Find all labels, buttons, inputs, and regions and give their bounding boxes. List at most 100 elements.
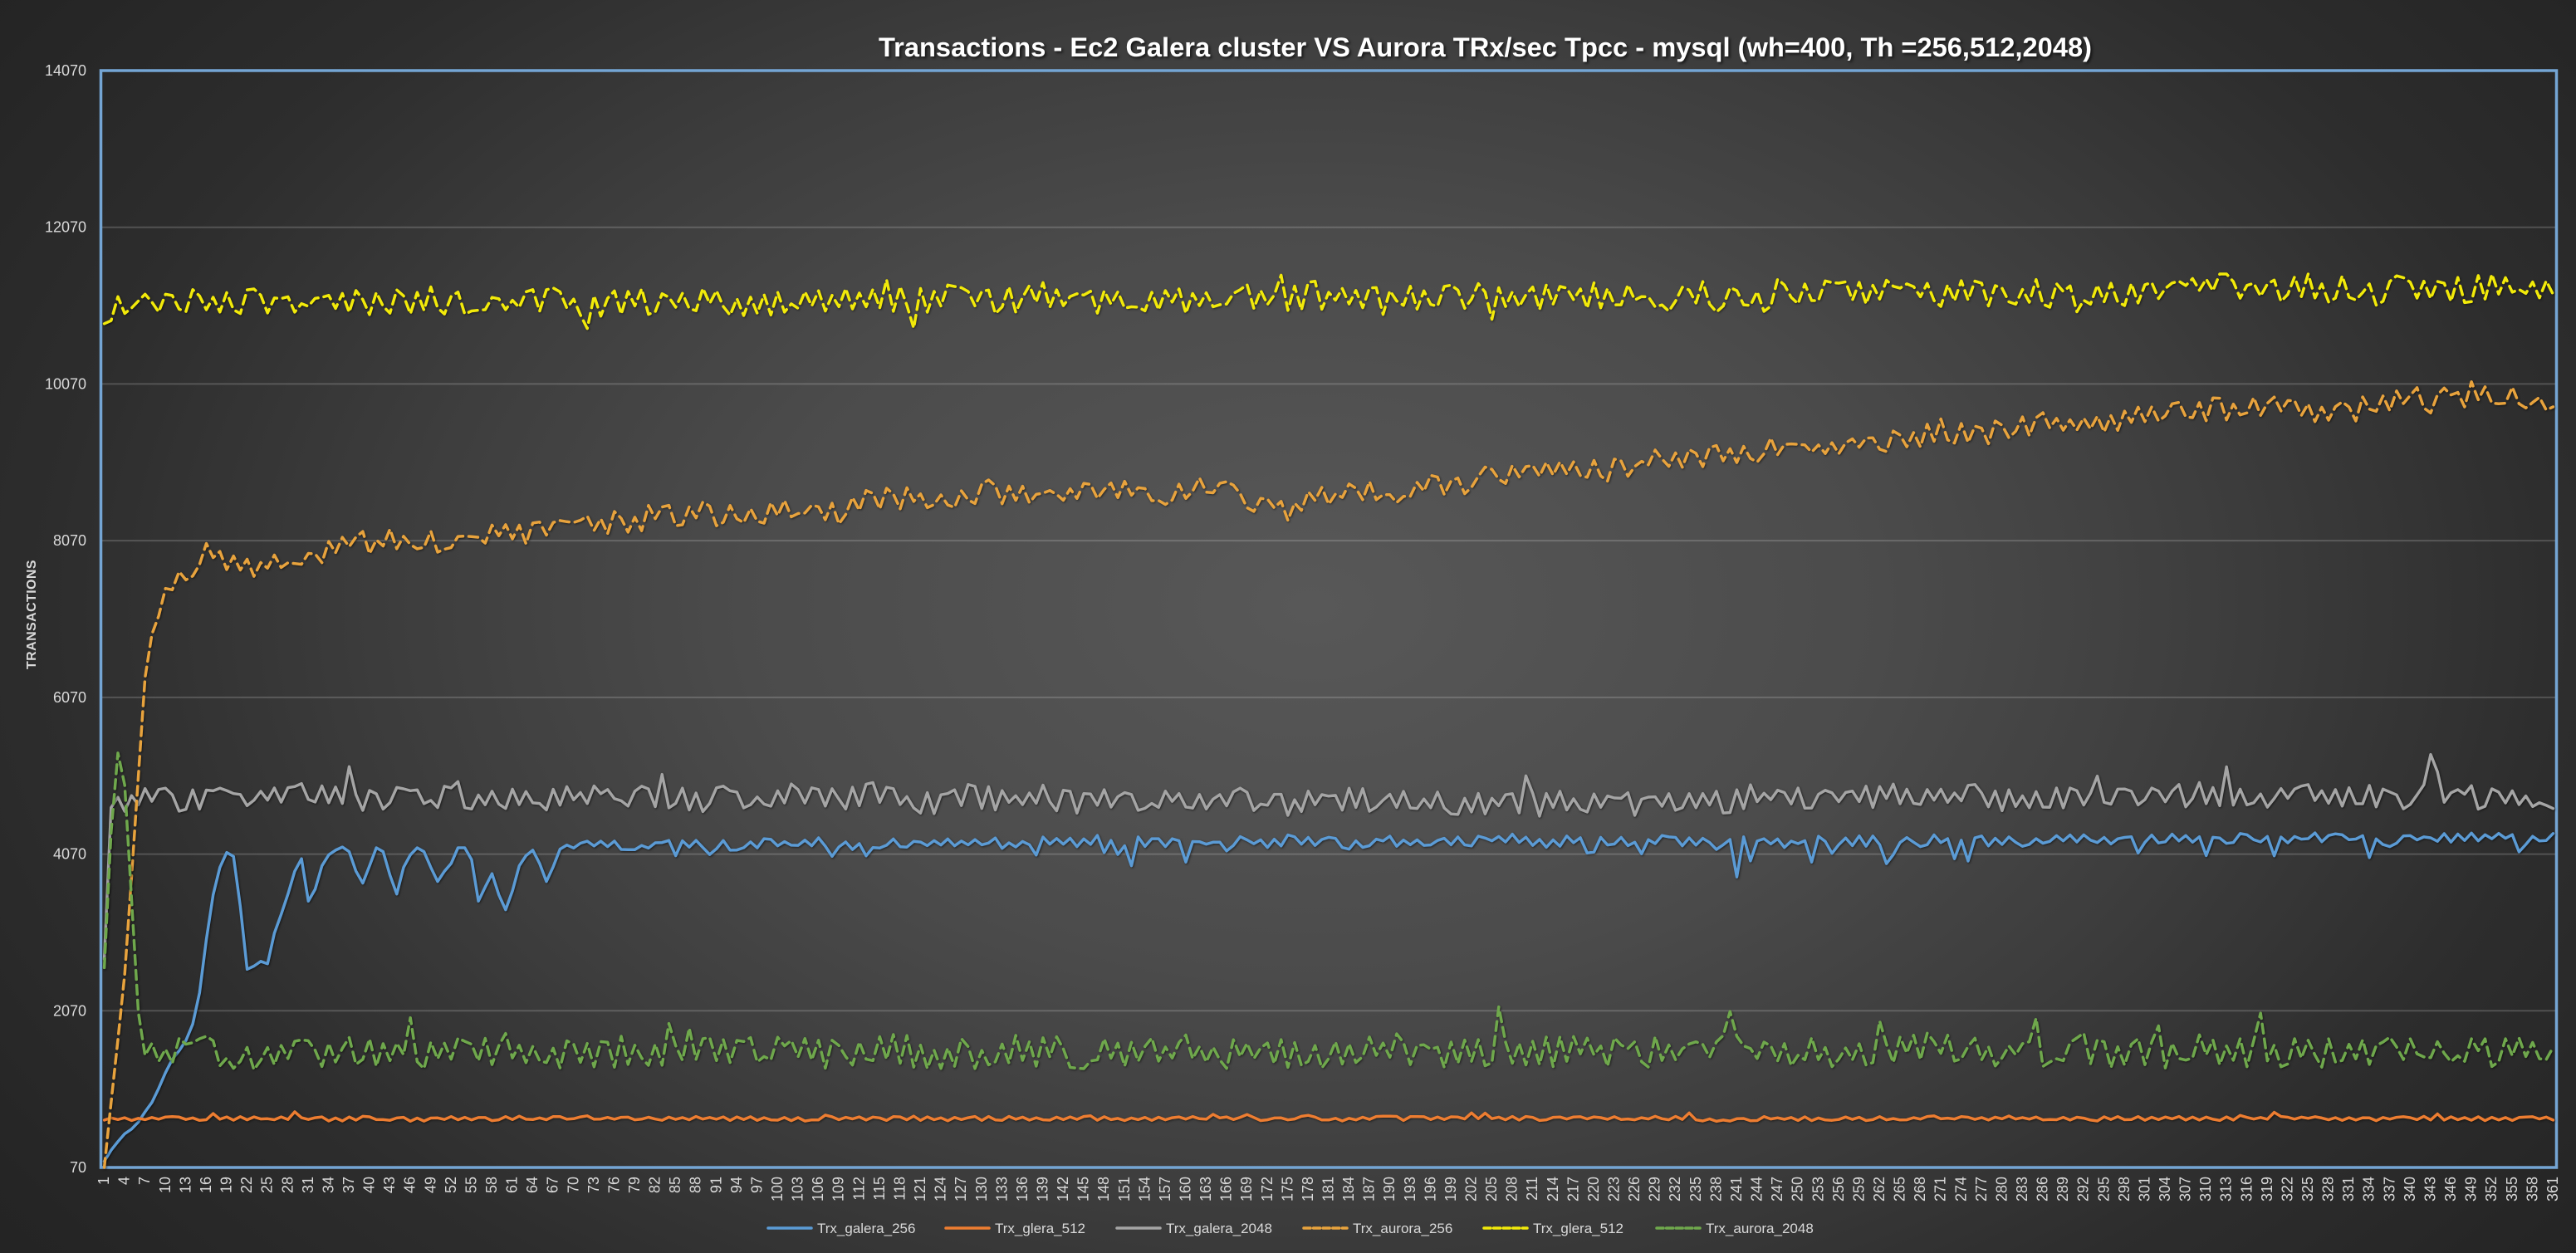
- svg-text:100: 100: [769, 1177, 786, 1202]
- svg-text:97: 97: [748, 1177, 765, 1193]
- svg-text:67: 67: [545, 1177, 561, 1193]
- svg-text:52: 52: [443, 1177, 459, 1193]
- svg-text:187: 187: [1361, 1177, 1378, 1202]
- svg-text:178: 178: [1300, 1177, 1316, 1202]
- svg-text:277: 277: [1973, 1177, 1990, 1202]
- svg-text:25: 25: [259, 1177, 276, 1193]
- svg-text:91: 91: [708, 1177, 724, 1193]
- svg-text:14070: 14070: [45, 62, 86, 79]
- svg-text:358: 358: [2524, 1177, 2540, 1202]
- svg-text:304: 304: [2157, 1177, 2173, 1202]
- svg-text:223: 223: [1606, 1177, 1623, 1202]
- svg-text:322: 322: [2280, 1177, 2296, 1202]
- svg-text:196: 196: [1422, 1177, 1438, 1202]
- svg-text:343: 343: [2422, 1177, 2439, 1202]
- svg-text:199: 199: [1442, 1177, 1459, 1202]
- svg-text:6070: 6070: [53, 689, 86, 706]
- svg-text:166: 166: [1218, 1177, 1235, 1202]
- svg-text:31: 31: [300, 1177, 316, 1193]
- svg-text:130: 130: [973, 1177, 990, 1202]
- svg-text:175: 175: [1279, 1177, 1295, 1202]
- svg-text:142: 142: [1055, 1177, 1071, 1202]
- svg-text:127: 127: [953, 1177, 969, 1202]
- svg-text:109: 109: [830, 1177, 847, 1202]
- svg-text:280: 280: [1993, 1177, 2010, 1202]
- svg-text:157: 157: [1157, 1177, 1173, 1202]
- svg-text:247: 247: [1769, 1177, 1785, 1202]
- svg-text:316: 316: [2238, 1177, 2255, 1202]
- svg-text:217: 217: [1565, 1177, 1581, 1202]
- svg-text:70: 70: [70, 1159, 86, 1176]
- svg-text:253: 253: [1810, 1177, 1826, 1202]
- svg-text:238: 238: [1707, 1177, 1724, 1202]
- svg-text:Trx_aurora_2048: Trx_aurora_2048: [1706, 1221, 1814, 1236]
- svg-text:331: 331: [2340, 1177, 2357, 1202]
- svg-text:40: 40: [361, 1177, 378, 1193]
- svg-text:334: 334: [2361, 1177, 2378, 1202]
- svg-text:256: 256: [1830, 1177, 1847, 1202]
- svg-text:181: 181: [1320, 1177, 1337, 1202]
- svg-text:241: 241: [1728, 1177, 1745, 1202]
- svg-text:Trx_aurora_256: Trx_aurora_256: [1353, 1221, 1452, 1236]
- svg-text:193: 193: [1402, 1177, 1418, 1202]
- svg-text:205: 205: [1483, 1177, 1500, 1202]
- svg-text:70: 70: [565, 1177, 581, 1193]
- svg-text:12070: 12070: [45, 219, 86, 236]
- svg-text:145: 145: [1075, 1177, 1092, 1202]
- svg-text:7: 7: [136, 1177, 153, 1185]
- svg-text:298: 298: [2116, 1177, 2133, 1202]
- svg-text:172: 172: [1259, 1177, 1276, 1202]
- svg-text:Trx_glera_512: Trx_glera_512: [995, 1221, 1085, 1236]
- svg-text:265: 265: [1892, 1177, 1908, 1202]
- svg-text:112: 112: [850, 1177, 867, 1201]
- svg-text:340: 340: [2402, 1177, 2418, 1202]
- svg-text:232: 232: [1667, 1177, 1683, 1202]
- svg-text:184: 184: [1340, 1177, 1357, 1202]
- svg-text:94: 94: [728, 1177, 745, 1193]
- svg-text:148: 148: [1095, 1177, 1112, 1202]
- svg-text:34: 34: [320, 1177, 336, 1193]
- svg-text:154: 154: [1136, 1177, 1153, 1202]
- svg-text:283: 283: [2014, 1177, 2030, 1202]
- svg-text:133: 133: [993, 1177, 1010, 1202]
- svg-text:289: 289: [2054, 1177, 2071, 1202]
- svg-text:103: 103: [790, 1177, 806, 1202]
- svg-text:106: 106: [810, 1177, 826, 1202]
- svg-text:244: 244: [1749, 1177, 1765, 1202]
- svg-text:1: 1: [95, 1177, 112, 1185]
- svg-text:355: 355: [2504, 1177, 2520, 1202]
- svg-text:328: 328: [2320, 1177, 2337, 1202]
- svg-text:292: 292: [2075, 1177, 2092, 1202]
- svg-text:76: 76: [605, 1177, 622, 1193]
- svg-text:313: 313: [2218, 1177, 2235, 1202]
- svg-text:262: 262: [1871, 1177, 1888, 1202]
- svg-text:118: 118: [892, 1177, 908, 1201]
- svg-text:271: 271: [1932, 1177, 1949, 1202]
- svg-text:190: 190: [1381, 1177, 1398, 1202]
- svg-text:2070: 2070: [53, 1002, 86, 1019]
- svg-text:10070: 10070: [45, 375, 86, 392]
- svg-text:121: 121: [912, 1177, 928, 1202]
- svg-text:226: 226: [1626, 1177, 1643, 1202]
- svg-text:64: 64: [524, 1177, 541, 1193]
- svg-text:274: 274: [1952, 1177, 1969, 1202]
- svg-text:352: 352: [2483, 1177, 2500, 1202]
- svg-text:307: 307: [2177, 1177, 2194, 1202]
- svg-text:85: 85: [667, 1177, 683, 1193]
- svg-text:28: 28: [279, 1177, 296, 1193]
- svg-text:214: 214: [1545, 1177, 1561, 1202]
- svg-text:202: 202: [1463, 1177, 1480, 1202]
- svg-text:88: 88: [688, 1177, 704, 1193]
- svg-text:22: 22: [238, 1177, 255, 1193]
- svg-text:163: 163: [1197, 1177, 1214, 1202]
- svg-text:136: 136: [1014, 1177, 1031, 1202]
- svg-text:TRANSACTIONS: TRANSACTIONS: [25, 560, 39, 669]
- svg-text:211: 211: [1524, 1177, 1540, 1201]
- svg-text:19: 19: [218, 1177, 235, 1193]
- svg-text:Trx_galera_2048: Trx_galera_2048: [1166, 1221, 1272, 1236]
- svg-text:250: 250: [1790, 1177, 1806, 1202]
- svg-text:310: 310: [2197, 1177, 2214, 1202]
- svg-text:43: 43: [381, 1177, 398, 1193]
- svg-text:46: 46: [402, 1177, 419, 1193]
- svg-text:268: 268: [1912, 1177, 1928, 1202]
